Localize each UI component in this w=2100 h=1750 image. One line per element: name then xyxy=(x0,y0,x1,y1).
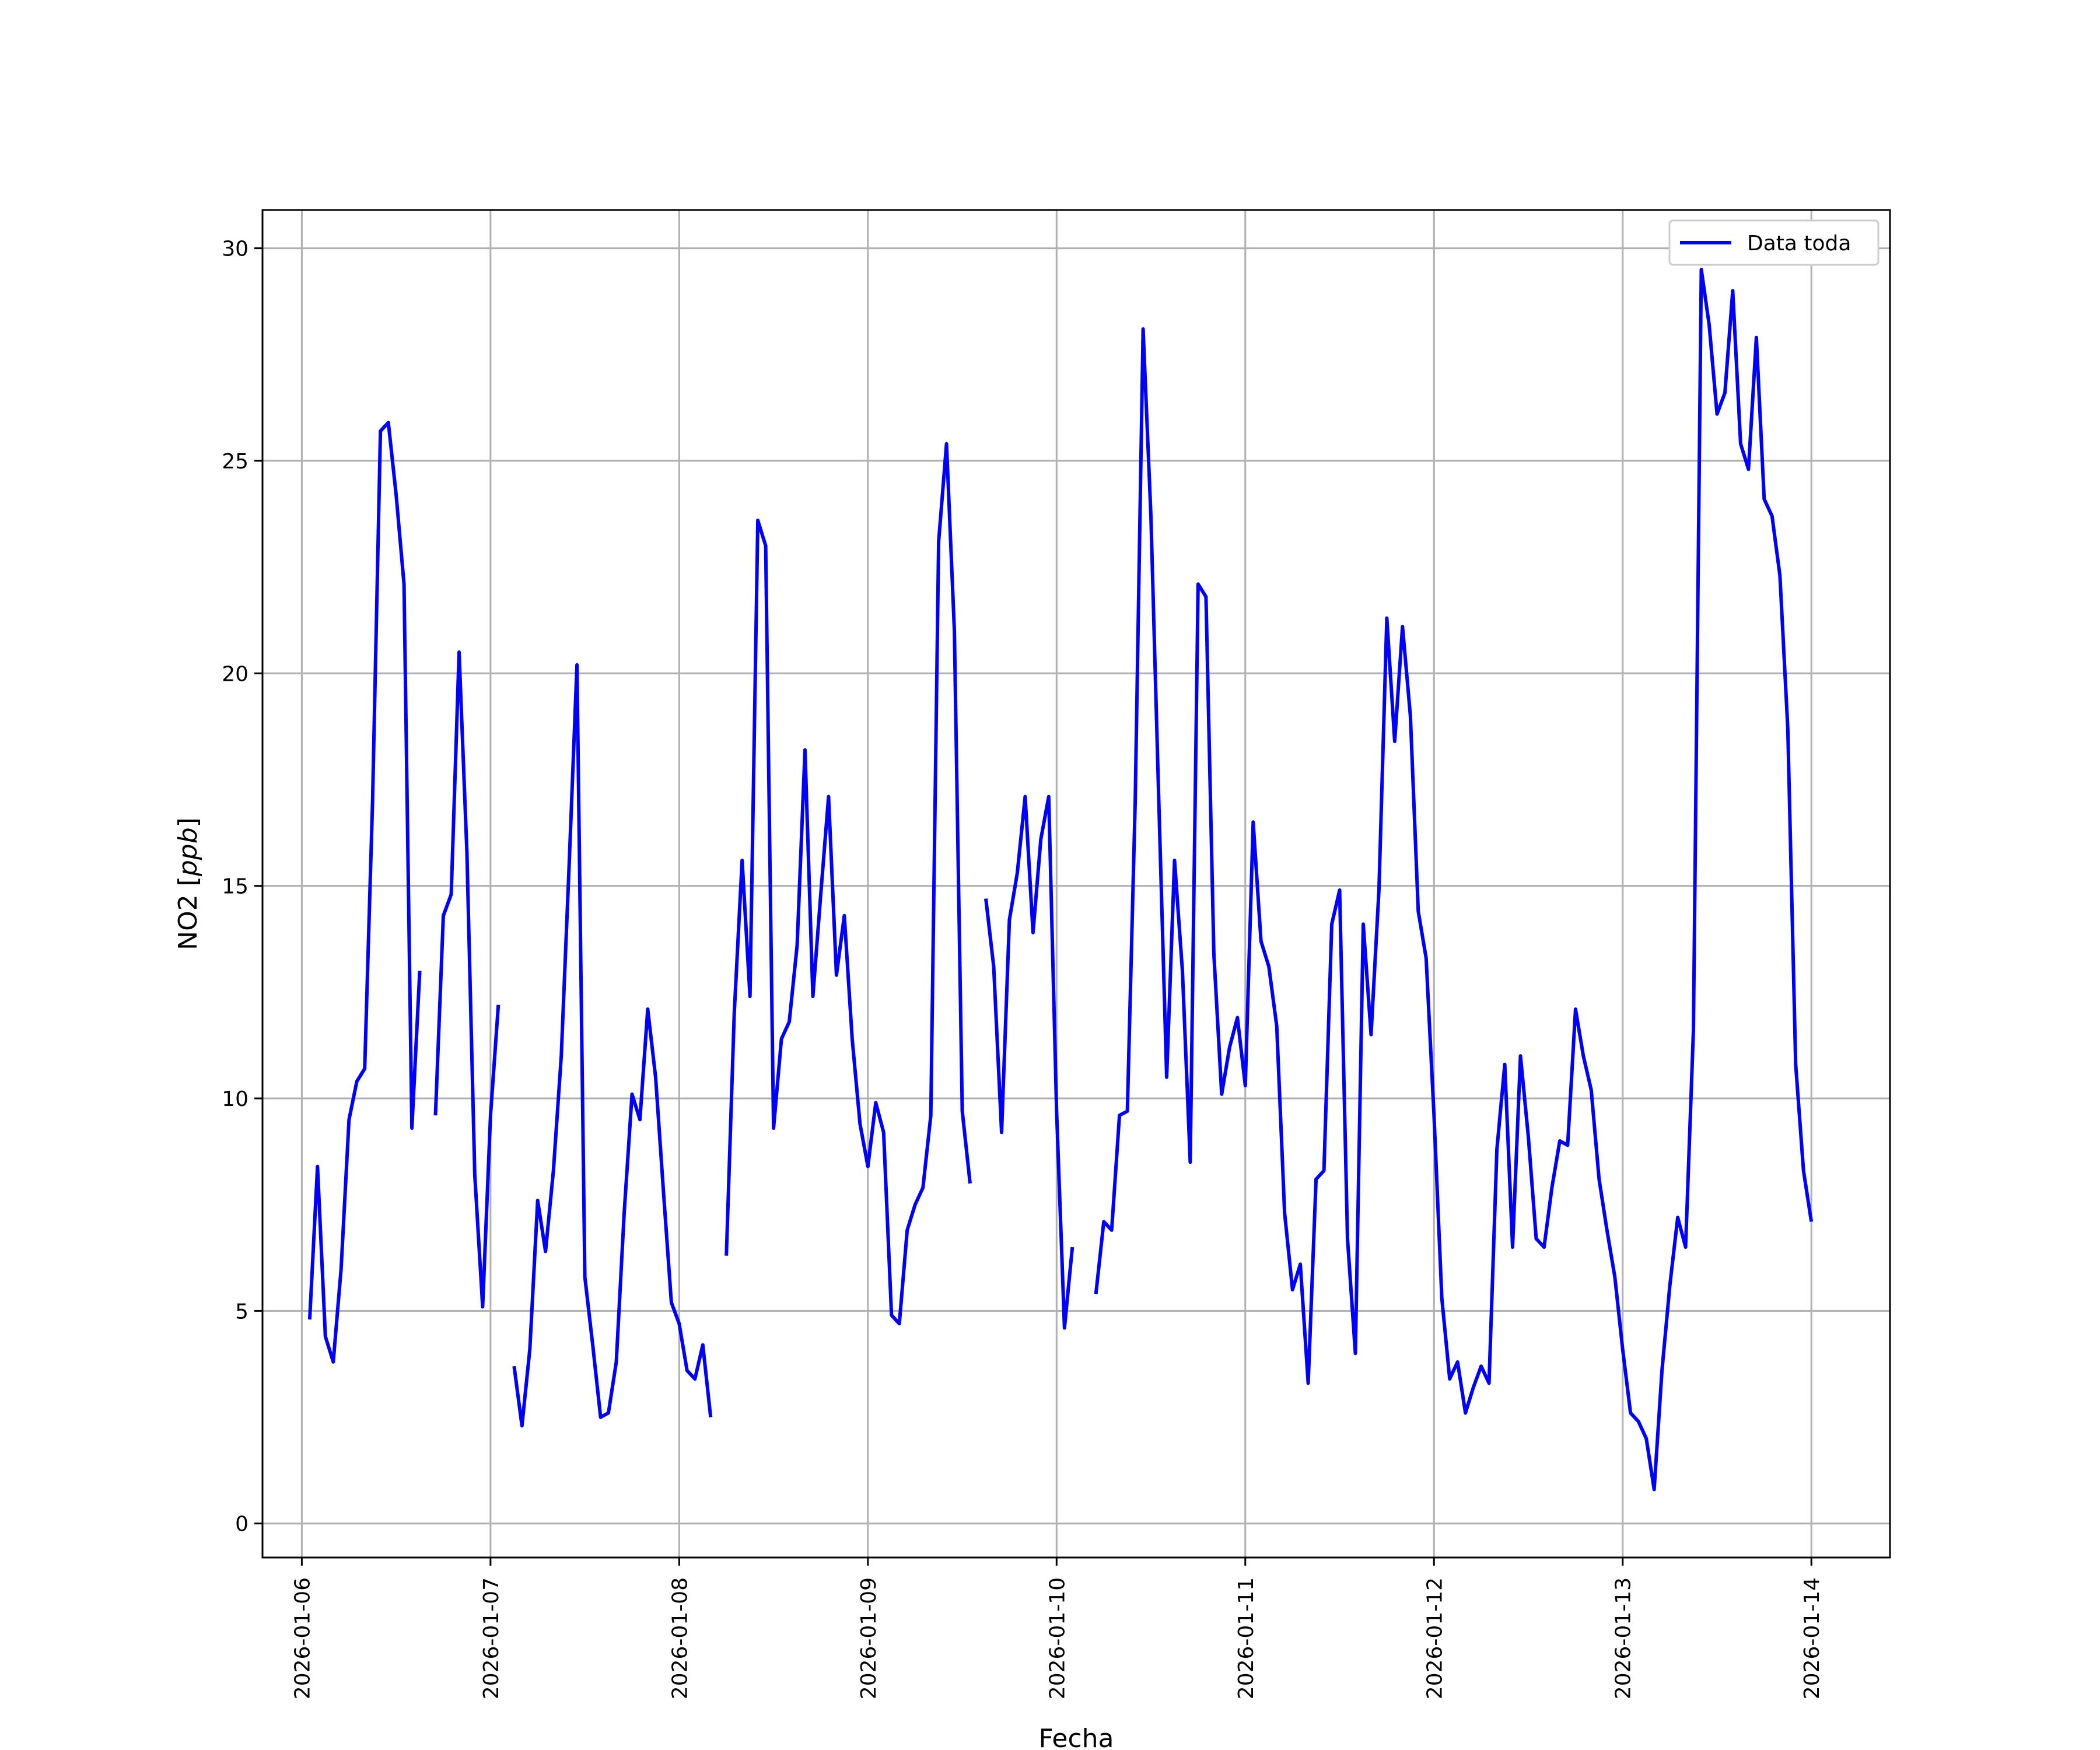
x-tick-label: 2026-01-10 xyxy=(1045,1577,1069,1699)
y-axis-label: NO2 [ppb] xyxy=(173,817,203,950)
x-tick-label: 2026-01-07 xyxy=(480,1577,503,1699)
series-line-segment xyxy=(984,794,1074,1330)
y-axis-label-close: ] xyxy=(173,817,203,827)
grid-lines xyxy=(262,210,1890,1558)
y-tick-label: 30 xyxy=(222,237,249,261)
y-tick-label: 10 xyxy=(222,1087,249,1111)
x-tick-label: 2026-01-06 xyxy=(290,1577,314,1699)
legend: Data toda xyxy=(1668,219,1880,266)
y-axis-label-main: NO2 [ xyxy=(173,876,203,950)
series-line-segment xyxy=(307,421,422,1364)
x-tick-label: 2026-01-09 xyxy=(857,1577,881,1699)
series-line-segment xyxy=(512,663,713,1428)
y-tick-label: 0 xyxy=(235,1513,249,1536)
series-data-toda xyxy=(307,268,1814,1492)
y-axis-ticks: 0 5 10 15 20 25 30 xyxy=(222,237,262,1536)
y-tick-label: 25 xyxy=(222,450,249,474)
x-axis-label: Fecha xyxy=(1038,1724,1114,1750)
x-tick-label: 2026-01-12 xyxy=(1423,1577,1447,1699)
series-line-segment xyxy=(433,650,501,1309)
y-tick-label: 15 xyxy=(222,875,249,899)
series-line-segment xyxy=(724,442,972,1326)
y-tick-label: 5 xyxy=(235,1300,249,1324)
x-axis-ticks: 2026-01-06 2026-01-07 2026-01-08 2026-01-09… xyxy=(290,1558,1824,1699)
x-tick-label: 2026-01-08 xyxy=(668,1577,692,1699)
legend-label-data-toda: Data toda xyxy=(1747,232,1851,256)
legend-box xyxy=(1668,219,1880,266)
series-line-segment xyxy=(1094,268,1814,1492)
y-tick-label: 20 xyxy=(222,662,249,686)
x-tick-label: 2026-01-13 xyxy=(1612,1577,1636,1699)
y-axis-label-unit: ppb xyxy=(173,827,203,877)
x-tick-label: 2026-01-14 xyxy=(1800,1577,1824,1699)
plot-frame xyxy=(261,209,1891,1559)
x-tick-label: 2026-01-11 xyxy=(1234,1577,1258,1699)
